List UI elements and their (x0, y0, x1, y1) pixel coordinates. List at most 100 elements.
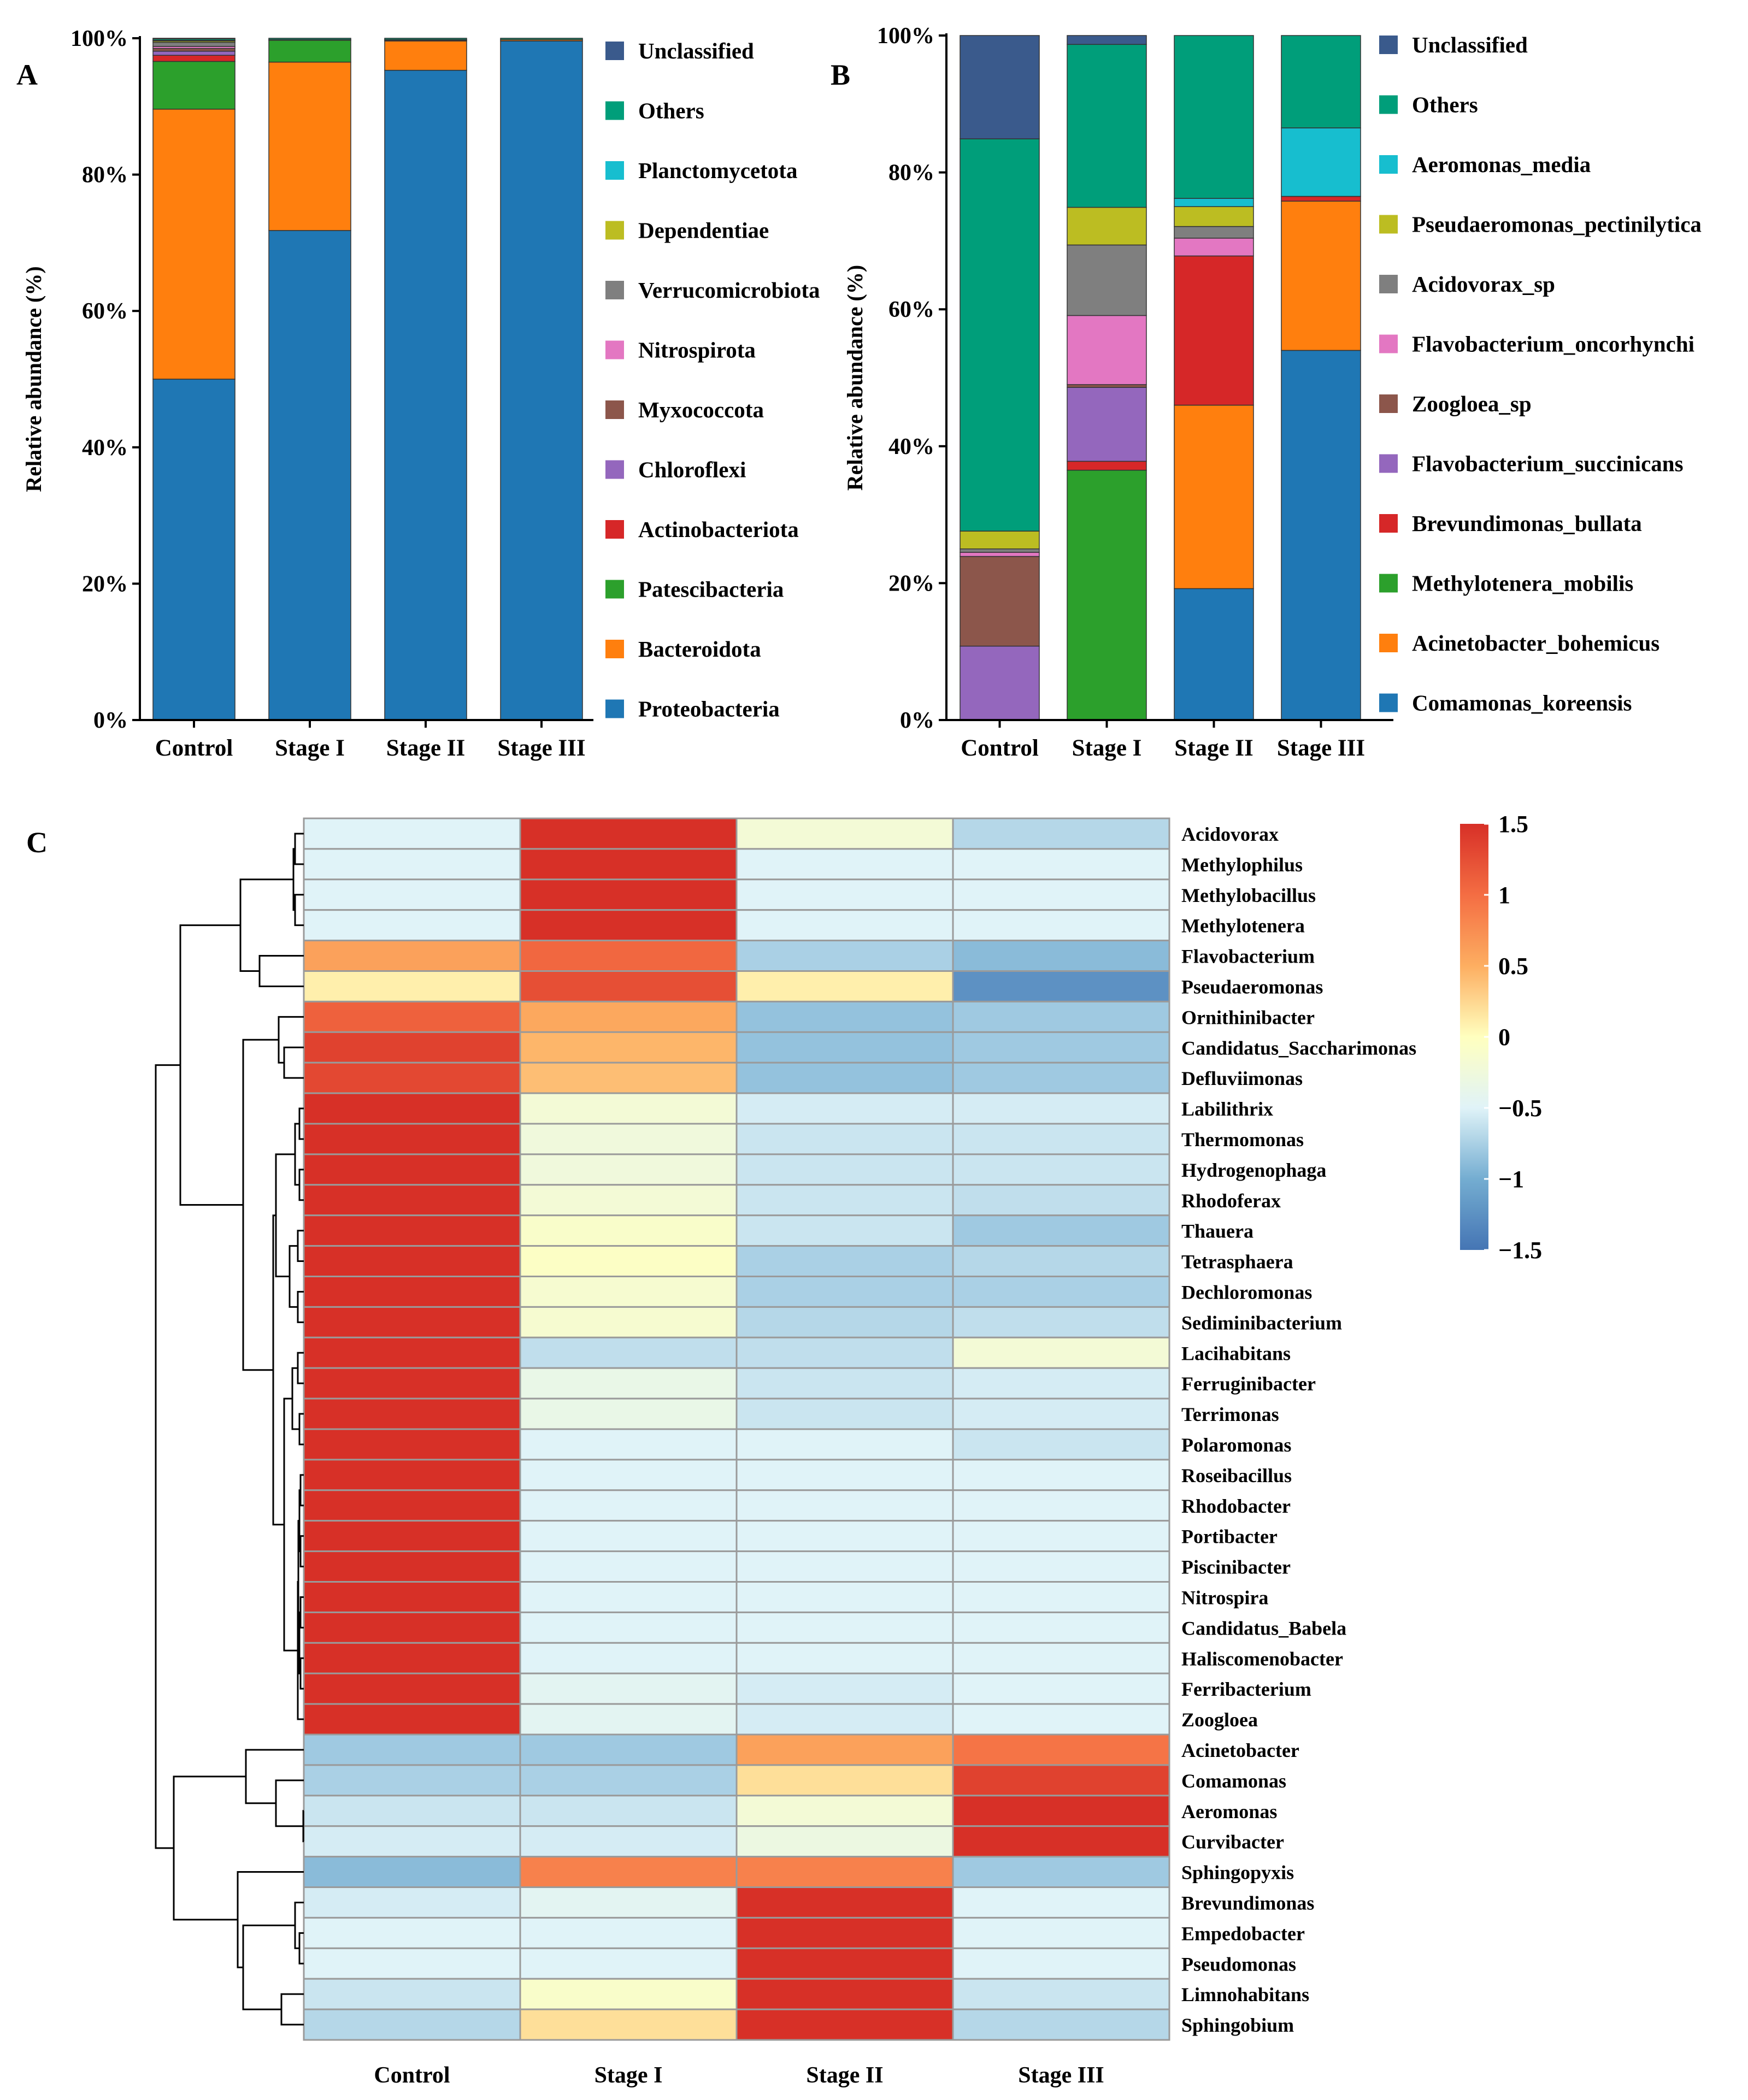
dendrogram-link (289, 1245, 298, 1308)
heatmap-cell (303, 1397, 521, 1430)
heatmap-cell (735, 1550, 954, 1583)
legend-swatch (605, 460, 624, 479)
bar-segment-proteobacteria (268, 230, 351, 721)
heatmap-cell (735, 1123, 954, 1155)
dendrogram-link (302, 1810, 304, 1843)
row-label: Sphingopyxis (1181, 1862, 1294, 1884)
legend-swatch (605, 340, 624, 359)
heatmap-cell (952, 1916, 1170, 1949)
heatmap-cell (519, 970, 738, 1002)
row-label: Rhodoferax (1181, 1190, 1281, 1212)
bar-segment-acidovorax-sp (1067, 244, 1147, 316)
column-label: Control (374, 2063, 450, 2088)
heatmap-cell (952, 848, 1170, 881)
bar-segment-proteobacteria (152, 379, 236, 721)
bar-segment-flavobacterium-oncorhynchi (960, 552, 1040, 557)
heatmap-cell (952, 1276, 1170, 1308)
heatmap-cell (303, 2008, 521, 2041)
row-label: Curvibacter (1181, 1831, 1284, 1853)
heatmap-cell (519, 1764, 738, 1797)
row-label: Limnohabitans (1181, 1984, 1309, 2005)
heatmap-cell (952, 1459, 1170, 1491)
bar-segment-acidovorax-sp (1174, 226, 1254, 239)
legend-swatch (1379, 215, 1398, 234)
heatmap-cell (519, 1092, 738, 1125)
x-tick-label: Stage I (275, 735, 345, 761)
legend-swatch (1379, 95, 1398, 114)
heatmap-cell (735, 878, 954, 911)
legend-swatch (1379, 454, 1398, 473)
bar-segment-proteobacteria (384, 69, 467, 721)
heatmap-cell (735, 1336, 954, 1369)
bar-segment-others (384, 38, 467, 40)
dendrogram-link (283, 1046, 304, 1079)
heatmap-cell (952, 1245, 1170, 1278)
legend-label: Nitrospirota (638, 338, 756, 363)
heatmap-cell (952, 1367, 1170, 1400)
legend-label: Patescibacteria (638, 577, 784, 602)
heatmap-cell (303, 1031, 521, 1064)
legend-label: Dependentiae (638, 218, 769, 243)
bar-segment-unclassified (1067, 35, 1147, 45)
heatmap-cell (303, 1611, 521, 1644)
heatmap-cell (303, 1245, 521, 1278)
heatmap-cell (735, 1061, 954, 1094)
y-tick-label: 40% (888, 434, 934, 459)
heatmap-cell (735, 1031, 954, 1064)
heatmap-cell (735, 1978, 954, 2010)
heatmap-cell (952, 1672, 1170, 1705)
panel-c-heatmap: C Acidovorax Methylophilus Methylobacillus M… (26, 811, 1542, 2088)
heatmap-cell (519, 1611, 738, 1644)
heatmap-cell (303, 1061, 521, 1094)
heatmap-cell (519, 1795, 738, 1827)
row-label: Hydrogenophaga (1181, 1159, 1326, 1181)
x-tick-label: Stage II (386, 735, 466, 761)
heatmap-cell (735, 1184, 954, 1217)
bar-segment-aeromonas-media (1281, 127, 1361, 197)
heatmap-cell (303, 1550, 521, 1583)
heatmap-cell (952, 817, 1170, 850)
column-label: Stage II (806, 2063, 883, 2088)
heatmap-cell (952, 940, 1170, 972)
legend-label: Zoogloea_sp (1412, 391, 1532, 416)
heatmap-cell (519, 1276, 738, 1308)
bar-segment-bacteroidota (152, 109, 236, 380)
legend-label: Methylotenera_mobilis (1412, 571, 1633, 596)
row-label: Methylophilus (1181, 854, 1303, 876)
legend-swatch (605, 101, 624, 120)
heatmap-cell (952, 1214, 1170, 1247)
colorbar-tick-label: 1 (1498, 882, 1510, 909)
heatmap-cell (519, 1886, 738, 1919)
heatmap-cell (519, 1916, 738, 1949)
heatmap-cell (303, 848, 521, 881)
heatmap-cell (735, 1489, 954, 1522)
y-tick-label: 20% (82, 571, 128, 597)
panel-b-stacked-bar-chart: B Relative abundance (%) Control Stage I Sta… (831, 23, 1702, 761)
row-label: Piscinibacter (1181, 1556, 1291, 1578)
legend-swatch (1379, 275, 1398, 293)
row-label: Methylotenera (1181, 915, 1305, 937)
heatmap-cell (952, 1703, 1170, 1736)
bar-segment-others (268, 38, 351, 40)
legend-label: Flavobacterium_oncorhynchi (1412, 332, 1694, 357)
heatmap-cell (519, 1428, 738, 1461)
y-tick-label: 80% (82, 163, 128, 188)
bar-segment-others (1174, 35, 1254, 199)
heatmap-cell (952, 1031, 1170, 1064)
heatmap-cell (735, 1825, 954, 1858)
heatmap-cell (952, 1000, 1170, 1033)
row-label: Comamonas (1181, 1770, 1286, 1792)
heatmap-cell (735, 1581, 954, 1613)
heatmap-cell (303, 817, 521, 850)
x-tick-label: Stage III (497, 735, 585, 761)
heatmap-cell (519, 1123, 738, 1155)
heatmap-cell (519, 1000, 738, 1033)
heatmap-cell (952, 1733, 1170, 1766)
legend-swatch (605, 161, 624, 180)
colorbar-tick-label: 0 (1498, 1024, 1510, 1051)
legend-swatch (1379, 394, 1398, 413)
bar-segment-pseudaeromonas-pectinilytica (1067, 207, 1147, 246)
bar-segment-unclassified (960, 35, 1040, 139)
heatmap-cell (735, 1856, 954, 1889)
heatmap-cell (952, 1611, 1170, 1644)
